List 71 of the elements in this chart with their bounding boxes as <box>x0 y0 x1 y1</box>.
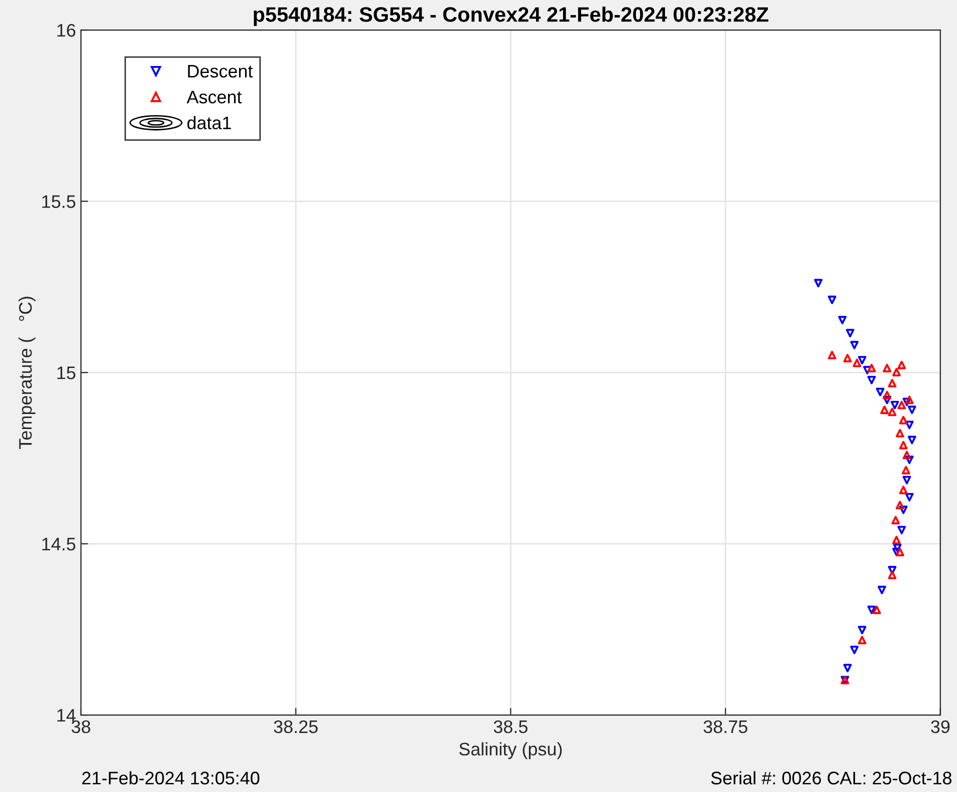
point <box>905 420 914 430</box>
point <box>867 364 876 372</box>
point <box>858 356 866 364</box>
point <box>905 492 914 502</box>
legend-label: Ascent <box>186 90 242 104</box>
point <box>899 440 908 450</box>
y-tick-label: 15 <box>57 366 76 380</box>
x-tick-label: 38.25 <box>274 720 318 734</box>
x-tick-label: 38.5 <box>494 720 528 734</box>
point <box>905 396 914 404</box>
x-tick-label: 38.75 <box>704 720 748 734</box>
x-tick-label: 39 <box>930 720 950 734</box>
point <box>902 466 910 474</box>
point <box>890 400 900 410</box>
point <box>872 606 881 614</box>
point <box>897 360 906 370</box>
point <box>828 296 836 304</box>
point <box>863 366 872 374</box>
y-tick-label: 15.5 <box>42 195 76 208</box>
point <box>897 526 906 534</box>
point <box>882 364 892 372</box>
point <box>899 506 908 514</box>
y-tick-label: 14.5 <box>42 538 76 550</box>
point <box>896 500 904 510</box>
point <box>814 278 823 288</box>
y-tick-label: 14 <box>57 709 76 722</box>
point <box>908 436 916 444</box>
point <box>878 586 886 594</box>
y-tick-label: 16 <box>57 24 76 37</box>
point <box>876 388 884 396</box>
x-axis-title: Salinity (psu) <box>459 742 562 760</box>
point <box>882 396 892 404</box>
y-axis-title: Temperature ( °C) <box>18 296 36 449</box>
point <box>858 626 866 634</box>
point <box>897 400 906 410</box>
x-tick-label: 38 <box>72 720 90 734</box>
chart-title: p5540184: SG554 - Convex24 21-Feb-2024 00:23:28Z <box>254 6 768 26</box>
point <box>882 390 892 400</box>
point <box>891 516 900 524</box>
point <box>852 358 862 368</box>
point <box>850 646 859 654</box>
point <box>888 408 896 416</box>
point <box>843 354 852 362</box>
point <box>902 398 912 406</box>
point <box>888 566 896 574</box>
point <box>908 406 916 414</box>
point <box>867 376 876 384</box>
point <box>867 606 876 614</box>
point <box>843 664 852 672</box>
legend-label: data1 <box>187 116 231 130</box>
point <box>838 316 847 324</box>
point <box>880 406 889 414</box>
text: Serial #: 0026 CAL: 25-Oct-18 <box>711 771 952 784</box>
point <box>899 416 908 424</box>
point <box>893 544 902 552</box>
point <box>850 340 859 350</box>
point <box>902 476 912 484</box>
point <box>896 548 904 556</box>
point <box>828 350 836 360</box>
point <box>892 368 901 376</box>
point <box>888 570 896 580</box>
point <box>892 536 901 544</box>
legend-label: Descent <box>188 64 253 78</box>
point <box>888 378 896 388</box>
point <box>858 636 866 644</box>
point <box>846 328 854 338</box>
point <box>899 486 908 494</box>
text: 21-Feb-2024 13:05:40 <box>82 771 260 784</box>
point <box>902 450 912 460</box>
point <box>896 428 904 438</box>
point <box>905 456 914 464</box>
